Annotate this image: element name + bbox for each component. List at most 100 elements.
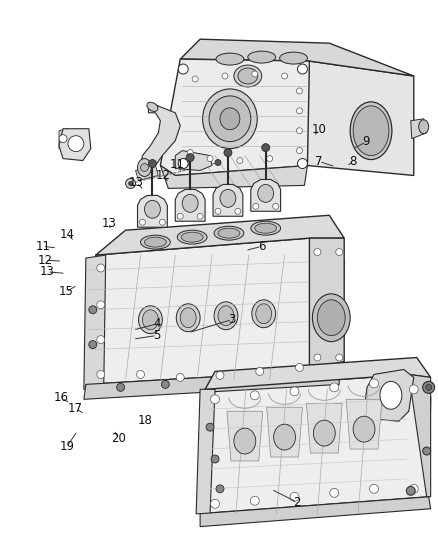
Polygon shape	[196, 389, 215, 514]
Circle shape	[126, 179, 135, 188]
Polygon shape	[86, 238, 344, 384]
Circle shape	[148, 159, 156, 167]
Circle shape	[178, 64, 188, 74]
Ellipse shape	[248, 51, 276, 63]
Ellipse shape	[234, 65, 262, 87]
Ellipse shape	[252, 300, 276, 328]
Text: 13: 13	[40, 265, 54, 278]
Polygon shape	[141, 105, 180, 171]
Circle shape	[296, 364, 304, 372]
Ellipse shape	[234, 428, 256, 454]
Ellipse shape	[274, 424, 296, 450]
Circle shape	[68, 136, 84, 151]
Ellipse shape	[258, 184, 274, 203]
Polygon shape	[227, 411, 263, 461]
Circle shape	[224, 149, 232, 157]
Circle shape	[117, 383, 124, 391]
Ellipse shape	[251, 221, 281, 235]
Polygon shape	[59, 129, 91, 160]
Circle shape	[282, 73, 288, 79]
Text: 16: 16	[54, 392, 69, 405]
Polygon shape	[175, 189, 205, 221]
Circle shape	[216, 485, 224, 493]
Circle shape	[161, 381, 170, 389]
Ellipse shape	[180, 308, 196, 328]
Circle shape	[297, 128, 303, 134]
Ellipse shape	[147, 102, 158, 111]
Ellipse shape	[177, 230, 207, 244]
Polygon shape	[59, 129, 67, 149]
Circle shape	[215, 159, 221, 166]
Circle shape	[256, 367, 264, 375]
Text: 15: 15	[58, 286, 73, 298]
Circle shape	[297, 64, 307, 74]
Circle shape	[330, 488, 339, 497]
Polygon shape	[267, 407, 303, 457]
Polygon shape	[346, 399, 382, 449]
Polygon shape	[213, 184, 243, 216]
Circle shape	[222, 73, 228, 79]
Ellipse shape	[380, 382, 402, 409]
Text: 18: 18	[138, 414, 152, 427]
Circle shape	[426, 384, 431, 390]
Circle shape	[197, 213, 203, 219]
Text: 17: 17	[68, 402, 83, 415]
Circle shape	[97, 370, 105, 378]
Circle shape	[250, 391, 259, 400]
Ellipse shape	[279, 52, 307, 64]
Polygon shape	[84, 255, 106, 389]
Ellipse shape	[353, 106, 389, 156]
Circle shape	[177, 213, 183, 219]
Ellipse shape	[220, 189, 236, 207]
Circle shape	[253, 203, 259, 209]
Ellipse shape	[214, 302, 238, 330]
Polygon shape	[160, 166, 307, 188]
Text: 14: 14	[60, 228, 75, 241]
Circle shape	[314, 354, 321, 361]
Circle shape	[370, 379, 378, 388]
Ellipse shape	[214, 226, 244, 240]
Ellipse shape	[350, 102, 392, 159]
Ellipse shape	[141, 235, 170, 249]
Ellipse shape	[312, 294, 350, 342]
Circle shape	[252, 71, 258, 77]
Ellipse shape	[138, 158, 152, 176]
Polygon shape	[309, 238, 344, 369]
Ellipse shape	[314, 420, 335, 446]
Circle shape	[97, 336, 105, 344]
Circle shape	[409, 484, 418, 494]
Polygon shape	[251, 180, 281, 211]
Circle shape	[176, 374, 184, 382]
Ellipse shape	[176, 304, 200, 332]
Circle shape	[140, 219, 145, 225]
Circle shape	[211, 395, 219, 404]
Circle shape	[141, 164, 148, 172]
Polygon shape	[160, 59, 309, 175]
Circle shape	[186, 154, 194, 161]
Polygon shape	[200, 375, 431, 514]
Circle shape	[262, 144, 270, 151]
Text: 2: 2	[293, 496, 301, 509]
Circle shape	[59, 135, 67, 143]
Polygon shape	[96, 215, 344, 255]
Text: 13: 13	[129, 176, 144, 189]
Circle shape	[314, 248, 321, 255]
Ellipse shape	[209, 96, 251, 142]
Circle shape	[178, 158, 188, 168]
Circle shape	[290, 387, 299, 396]
Circle shape	[409, 385, 418, 394]
Polygon shape	[135, 166, 159, 181]
Ellipse shape	[255, 223, 277, 233]
Circle shape	[406, 486, 415, 495]
Ellipse shape	[145, 200, 160, 218]
Circle shape	[192, 76, 198, 82]
Polygon shape	[411, 119, 427, 139]
Polygon shape	[84, 369, 339, 399]
Circle shape	[336, 248, 343, 255]
Text: 10: 10	[312, 123, 327, 136]
Text: 3: 3	[228, 313, 236, 326]
Circle shape	[89, 306, 97, 314]
Circle shape	[423, 382, 434, 393]
Circle shape	[290, 492, 299, 501]
Circle shape	[97, 301, 105, 309]
